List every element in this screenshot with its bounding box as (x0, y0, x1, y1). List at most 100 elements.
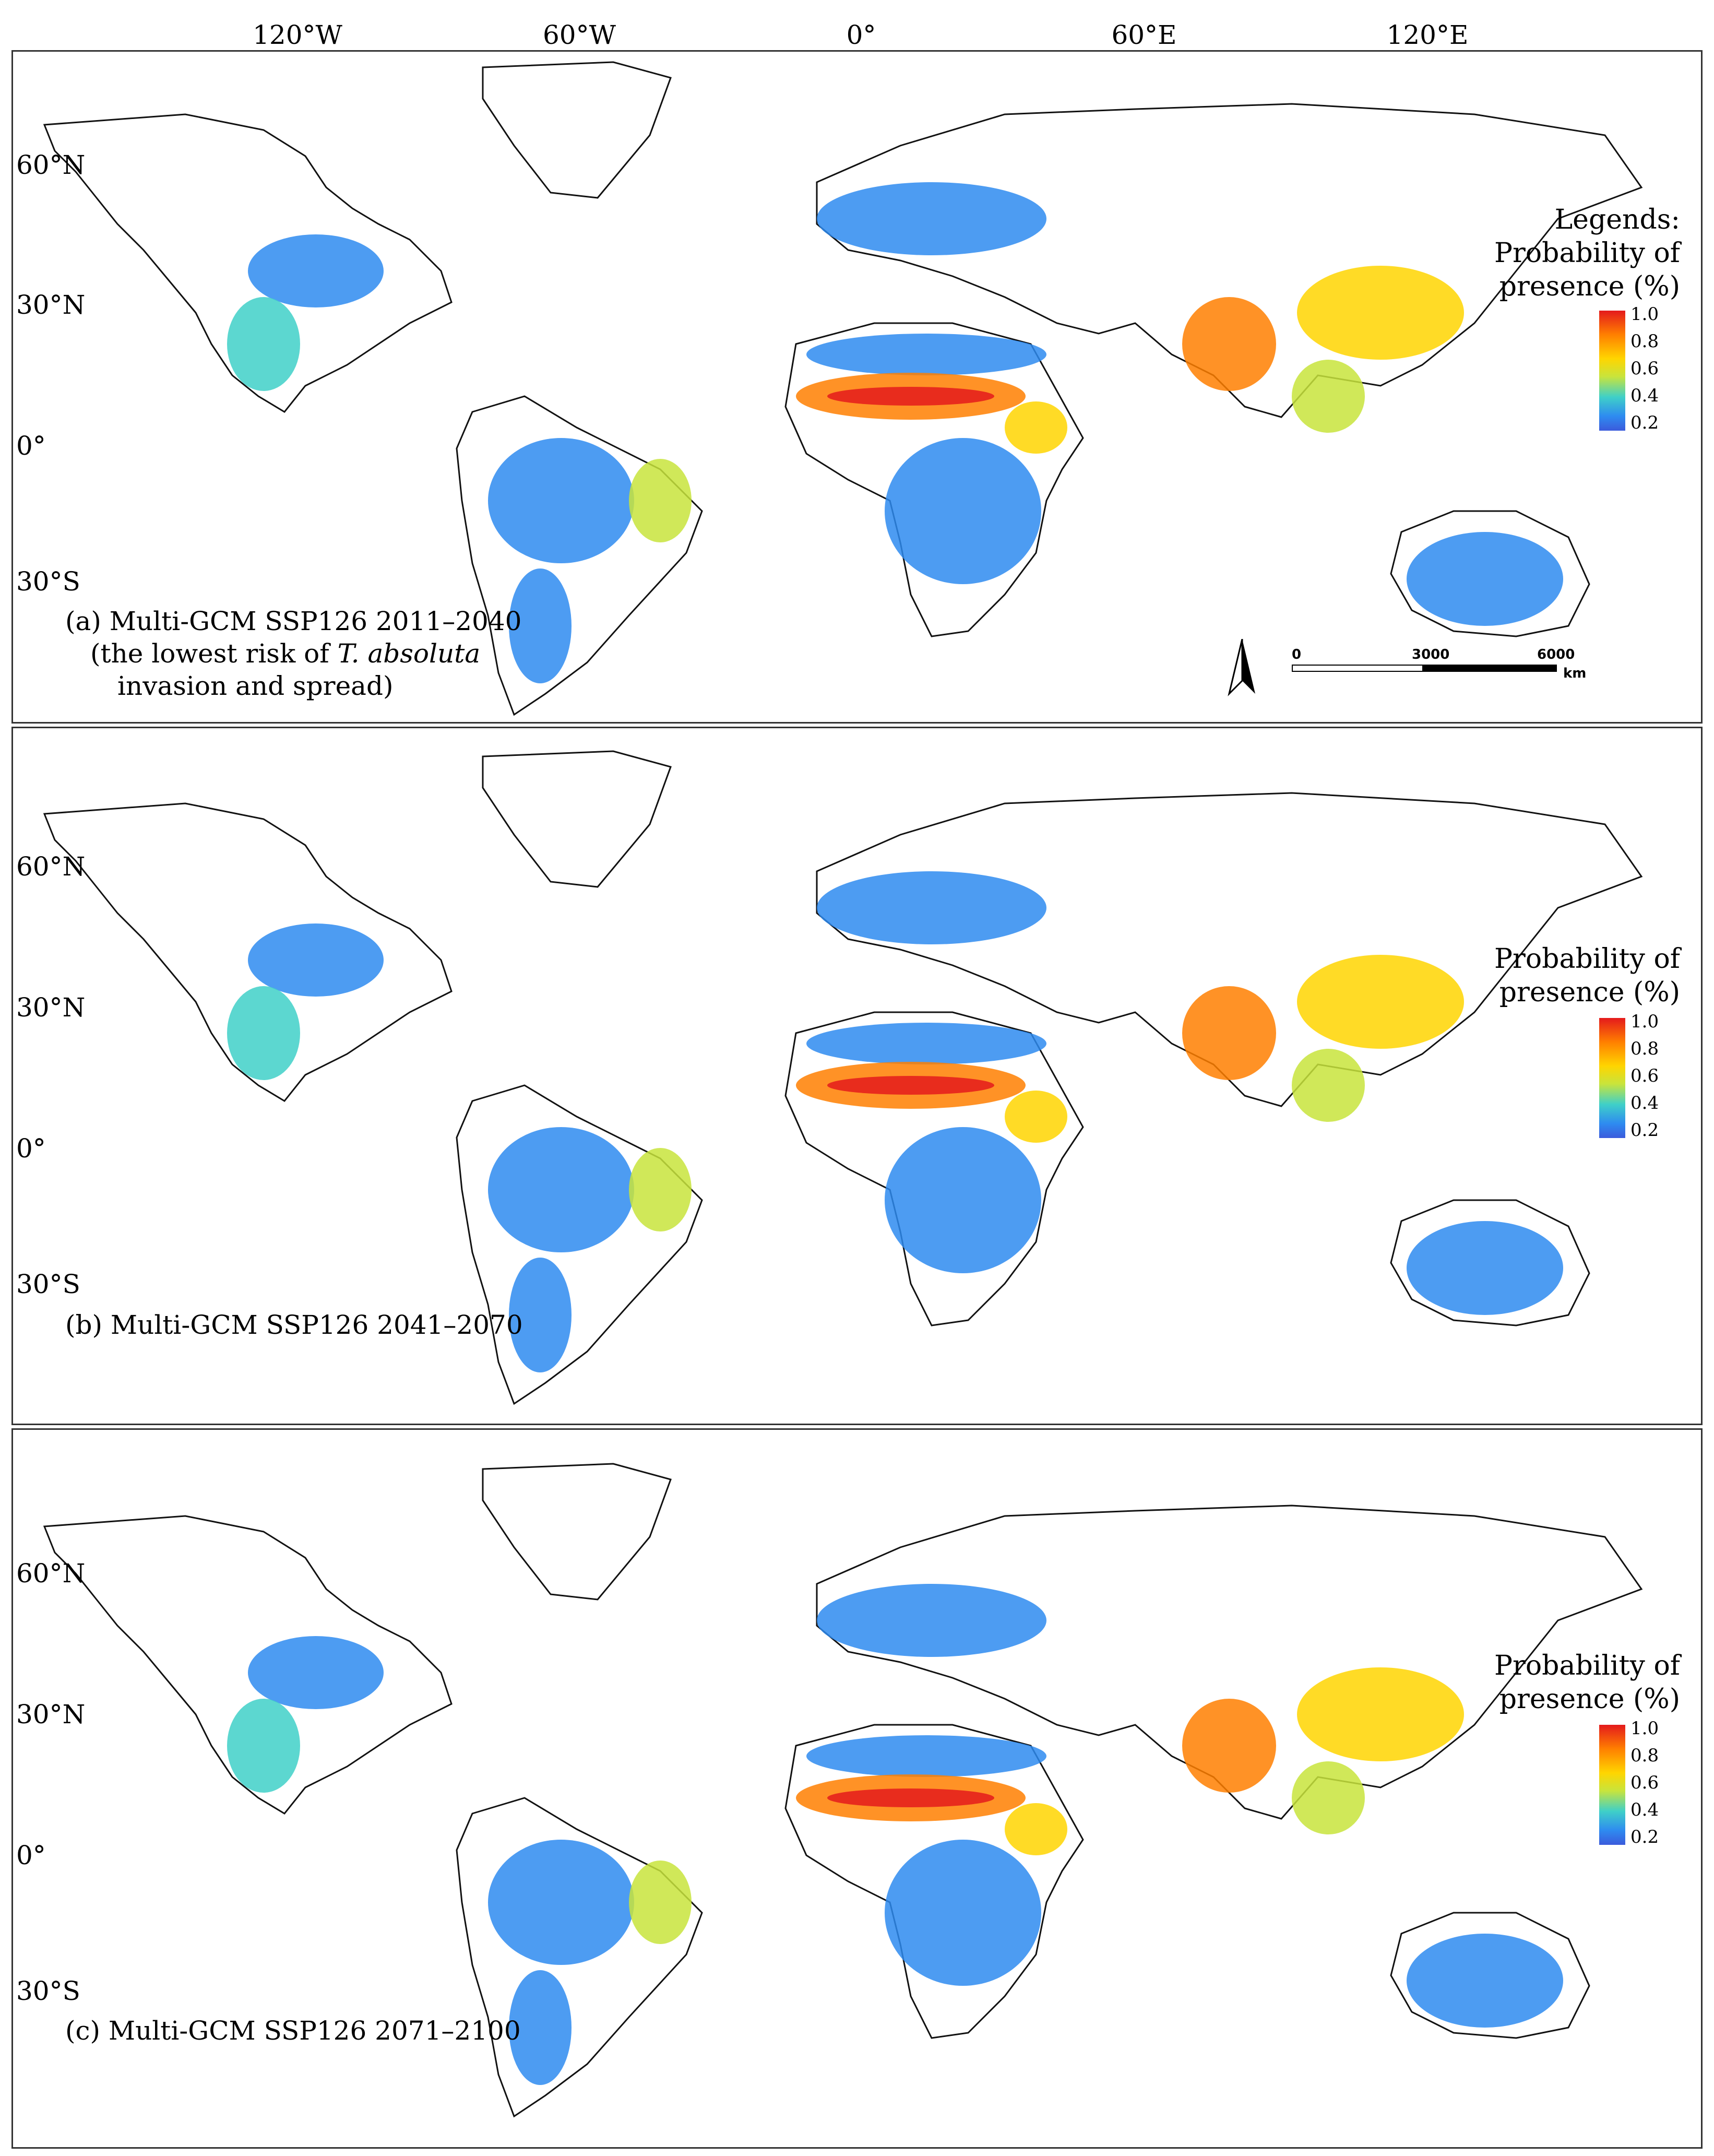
legend-a: Legends: Probability of presence (%) 1.0… (1471, 203, 1680, 516)
suitability-zone-10 (817, 871, 1046, 944)
suitability-zone-14 (1407, 532, 1563, 626)
legend-tick-1: 1.0 (1630, 1718, 1659, 1739)
suitability-zone-8 (885, 1840, 1041, 1986)
longitude-label-60e: 60°E (1111, 20, 1177, 50)
latitude-label-30s: 30°S (16, 1269, 80, 1299)
suitability-zone-8 (885, 438, 1041, 584)
suitability-zone-3 (629, 1148, 692, 1231)
scale-bar-graphic (1292, 665, 1557, 672)
map-panel-b: 60°N 30°N 0° 30°S (b) Multi-GCM SSP126 2… (11, 727, 1703, 1425)
longitude-axis: 120°W 60°W 0° 60°E 120°E (0, 0, 1714, 52)
legend-tick-3: 0.6 (1630, 1065, 1659, 1086)
suitability-zone-3 (629, 1861, 692, 1944)
suitability-zone-0 (248, 1636, 384, 1709)
north-america-landmass (43, 1515, 453, 1815)
legend-b: Probability of presence (%) 1.0 0.8 0.6 … (1471, 942, 1680, 1255)
suitability-zone-4 (509, 1258, 572, 1372)
panel-b-caption-line1: (b) Multi-GCM SSP126 2041–2070 (65, 1310, 523, 1340)
suitability-zone-7 (827, 1076, 994, 1095)
legend-tick-5: 0.2 (1630, 412, 1659, 433)
suitability-zone-1 (227, 986, 300, 1080)
latitude-label-30s: 30°S (16, 566, 80, 597)
suitability-zone-0 (248, 234, 384, 307)
panel-b-caption: (b) Multi-GCM SSP126 2041–2070 (65, 1309, 523, 1341)
greenland-landmass (482, 61, 672, 199)
legend-color-bar (1599, 1725, 1625, 1845)
world-map-b (43, 750, 1643, 1405)
map-panel-c: 60°N 30°N 0° 30°S (c) Multi-GCM SSP126 2… (11, 1428, 1703, 2149)
legend-title-line1: Probability of (1494, 943, 1680, 975)
suitability-zone-7 (827, 387, 994, 406)
legend-tick-1: 1.0 (1630, 1011, 1659, 1032)
legend-title-line2: presence (%) (1499, 1684, 1680, 1715)
north-america-landmass (43, 113, 453, 413)
scale-label-3000: 3000 (1412, 647, 1450, 662)
longitude-label-120w: 120°W (253, 20, 342, 50)
legend-tick-1: 1.0 (1630, 304, 1659, 325)
suitability-zone-3 (629, 459, 692, 542)
legend-tick-3: 0.6 (1630, 358, 1659, 379)
latitude-label-30s: 30°S (16, 1976, 80, 2006)
suitability-zone-5 (806, 1735, 1046, 1777)
legend-title-line2: presence (%) (1499, 271, 1680, 302)
suitability-zone-9 (1005, 401, 1067, 454)
suitability-zone-4 (509, 1970, 572, 2085)
suitability-zone-8 (885, 1127, 1041, 1273)
legend-title-line1: Probability of (1494, 1650, 1680, 1681)
scale-bar: 0 3000 6000 km (1292, 647, 1587, 683)
legend-tick-2: 0.8 (1630, 1038, 1659, 1059)
suitability-zone-12 (1297, 266, 1464, 360)
suitability-zone-14 (1407, 1221, 1563, 1315)
legend-color-bar (1599, 1018, 1625, 1138)
suitability-zone-4 (509, 568, 572, 683)
legend-tick-4: 0.4 (1630, 385, 1659, 406)
panel-a-caption: (a) Multi-GCM SSP126 2011–2040 (the lowe… (65, 605, 521, 702)
suitability-zone-0 (248, 923, 384, 997)
longitude-label-0: 0° (846, 20, 876, 50)
latitude-label-30n: 30°N (16, 1699, 86, 1729)
panel-c-caption-line1: (c) Multi-GCM SSP126 2071–2100 (65, 2016, 521, 2046)
legend-tick-5: 0.2 (1630, 1120, 1659, 1141)
legend-title-line1: Probability of (1494, 238, 1680, 269)
suitability-zone-13 (1292, 1049, 1365, 1122)
greenland-landmass (482, 750, 672, 888)
suitability-zone-13 (1292, 360, 1365, 433)
suitability-zone-13 (1292, 1761, 1365, 1834)
latitude-label-30n: 30°N (16, 290, 86, 320)
longitude-label-60w: 60°W (542, 20, 616, 50)
latitude-label-60n: 60°N (16, 1558, 86, 1589)
legend-c: Probability of presence (%) 1.0 0.8 0.6 … (1471, 1649, 1680, 1962)
latitude-label-0: 0° (16, 1133, 46, 1164)
suitability-zone-12 (1297, 955, 1464, 1049)
world-map-a (43, 61, 1643, 716)
longitude-label-120e: 120°E (1386, 20, 1469, 50)
latitude-label-0: 0° (16, 1840, 46, 1870)
suitability-zone-1 (227, 1699, 300, 1793)
suitability-zone-9 (1005, 1091, 1067, 1143)
suitability-zone-11 (1182, 297, 1276, 391)
legend-tick-2: 0.8 (1630, 1745, 1659, 1766)
legend-color-bar (1599, 311, 1625, 431)
legend-title-line2: presence (%) (1499, 977, 1680, 1008)
scale-unit: km (1563, 666, 1587, 681)
suitability-zone-2 (488, 1840, 634, 1965)
north-america-landmass (43, 802, 453, 1102)
suitability-zone-2 (488, 1127, 634, 1252)
latitude-label-0: 0° (16, 431, 46, 461)
suitability-zone-11 (1182, 986, 1276, 1080)
suitability-zone-7 (827, 1788, 994, 1807)
panel-a-caption-line3: invasion and spread) (117, 671, 394, 701)
panel-a-caption-line2: (the lowest risk of T. absoluta (65, 637, 521, 670)
scale-label-6000: 6000 (1537, 647, 1575, 662)
latitude-label-60n: 60°N (16, 150, 86, 180)
suitability-zone-10 (817, 182, 1046, 255)
suitability-zone-12 (1297, 1667, 1464, 1761)
suitability-zone-10 (817, 1584, 1046, 1657)
suitability-zone-2 (488, 438, 634, 563)
legend-tick-4: 0.4 (1630, 1093, 1659, 1113)
north-arrow-icon (1228, 639, 1255, 696)
latitude-label-30n: 30°N (16, 992, 86, 1023)
panel-a-caption-line1: (a) Multi-GCM SSP126 2011–2040 (65, 606, 522, 636)
suitability-zone-5 (806, 334, 1046, 375)
legend-tick-4: 0.4 (1630, 1799, 1659, 1820)
